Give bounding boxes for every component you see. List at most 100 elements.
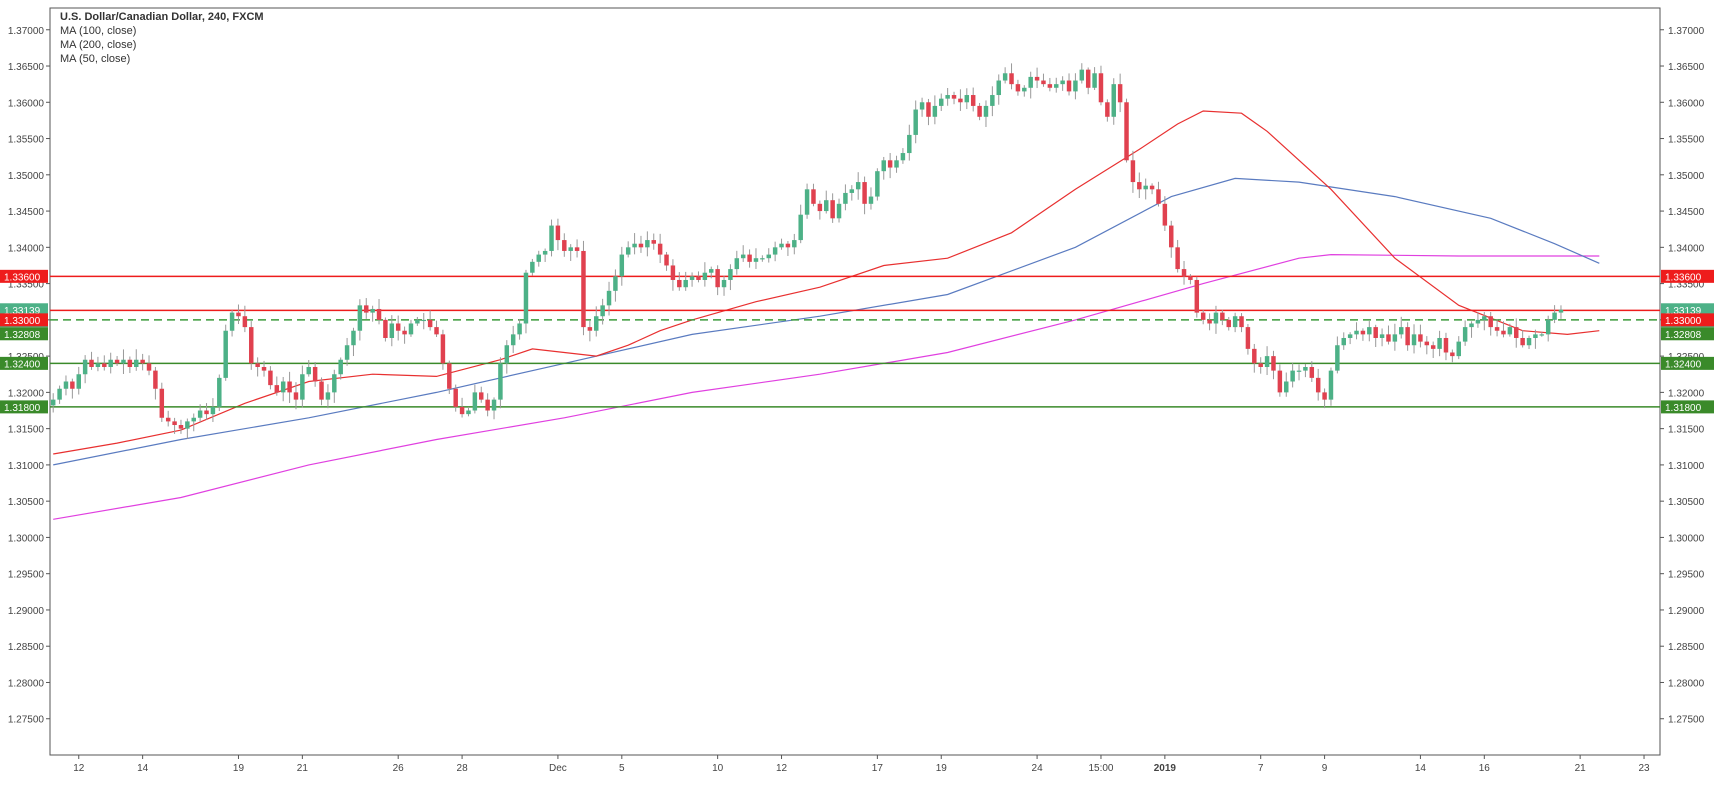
candle bbox=[1252, 343, 1257, 373]
candle-body bbox=[887, 160, 893, 168]
candle-body bbox=[204, 410, 209, 415]
candle-body bbox=[210, 406, 216, 415]
candle bbox=[881, 156, 886, 180]
candle bbox=[1290, 363, 1295, 388]
x-tick-label: 16 bbox=[1479, 763, 1491, 774]
candle-body bbox=[996, 80, 1001, 96]
x-tick-label: Dec bbox=[549, 763, 567, 774]
candle-body bbox=[1539, 334, 1545, 336]
candle-body bbox=[1149, 185, 1155, 190]
y-tick-label-left: 1.28500 bbox=[8, 642, 45, 653]
candle-body bbox=[1450, 352, 1455, 357]
candle-body bbox=[785, 243, 791, 248]
candle-body bbox=[261, 366, 267, 371]
y-tick-label-right: 1.28000 bbox=[1668, 678, 1705, 689]
candle-body bbox=[990, 95, 995, 106]
candle bbox=[951, 91, 957, 105]
candle bbox=[964, 88, 970, 110]
price-tag-box bbox=[1661, 327, 1714, 341]
candle bbox=[82, 355, 88, 384]
y-tick-label-left: 1.28000 bbox=[8, 678, 45, 689]
candle bbox=[811, 183, 816, 207]
candle bbox=[389, 315, 395, 347]
candle-body bbox=[1373, 327, 1378, 338]
x-tick-label: 10 bbox=[712, 763, 724, 774]
candle-body bbox=[913, 109, 918, 135]
candle-body bbox=[1526, 337, 1532, 346]
candle-body bbox=[1296, 370, 1302, 372]
candle bbox=[127, 356, 133, 374]
candle bbox=[932, 95, 938, 125]
candle-body bbox=[325, 392, 331, 400]
candle bbox=[1539, 332, 1545, 337]
candle bbox=[887, 153, 893, 179]
candle bbox=[1482, 311, 1487, 331]
candle bbox=[76, 366, 81, 395]
x-tick-label: 19 bbox=[936, 763, 948, 774]
price-tag-box bbox=[1661, 269, 1714, 283]
candle bbox=[1111, 78, 1116, 125]
candle bbox=[657, 233, 663, 264]
candle bbox=[338, 357, 343, 380]
candle-body bbox=[594, 316, 599, 331]
candle-body bbox=[146, 363, 152, 371]
candle bbox=[517, 318, 522, 340]
candle bbox=[760, 255, 765, 262]
price-tag-label: 1.32808 bbox=[4, 330, 41, 341]
candle bbox=[1418, 324, 1423, 348]
candle bbox=[1322, 388, 1327, 409]
candle bbox=[165, 410, 171, 427]
candle bbox=[370, 305, 375, 322]
y-tick-label-left: 1.36000 bbox=[8, 98, 45, 109]
y-tick-label-right: 1.37000 bbox=[1668, 26, 1705, 37]
candle bbox=[1296, 364, 1302, 381]
candle-body bbox=[1347, 334, 1353, 338]
candle-body bbox=[268, 370, 273, 386]
candle-body bbox=[1175, 247, 1180, 270]
candle-body bbox=[964, 95, 970, 103]
candle-body bbox=[300, 374, 305, 400]
price-tag-label: 1.33139 bbox=[4, 306, 41, 317]
candle-body bbox=[185, 421, 190, 429]
candle-body bbox=[466, 410, 471, 415]
candle-body bbox=[1488, 316, 1493, 328]
candle bbox=[594, 306, 599, 337]
candle-body bbox=[1277, 370, 1283, 393]
candle-body bbox=[728, 269, 733, 280]
candle bbox=[1060, 76, 1065, 91]
candle-body bbox=[1284, 381, 1289, 393]
price-tag-label: 1.33600 bbox=[4, 272, 41, 283]
candle-body bbox=[274, 385, 280, 393]
candle bbox=[1194, 276, 1200, 318]
candle-body bbox=[140, 359, 145, 364]
candle bbox=[977, 102, 982, 121]
candle bbox=[1092, 67, 1097, 90]
candle-body bbox=[1418, 334, 1423, 342]
candle bbox=[364, 298, 369, 319]
candle-body bbox=[389, 323, 395, 338]
candle bbox=[1507, 323, 1513, 337]
candle bbox=[709, 266, 714, 279]
candle bbox=[312, 362, 318, 387]
candle-body bbox=[1443, 337, 1449, 353]
candle bbox=[1009, 63, 1014, 90]
candle-body bbox=[562, 240, 567, 251]
candle-body bbox=[312, 366, 318, 382]
candle-body bbox=[1137, 182, 1142, 190]
candle bbox=[229, 310, 235, 337]
candle-body bbox=[1552, 312, 1557, 320]
candle bbox=[632, 233, 637, 255]
candle-body bbox=[1015, 84, 1021, 92]
candle bbox=[625, 241, 631, 258]
candle bbox=[191, 413, 196, 432]
candle-body bbox=[1379, 334, 1385, 338]
candle-body bbox=[721, 279, 727, 288]
x-tick-label: 17 bbox=[872, 763, 884, 774]
candle bbox=[453, 384, 458, 412]
candle-body bbox=[1558, 309, 1564, 313]
candle-body bbox=[134, 359, 139, 367]
candle bbox=[1245, 324, 1251, 355]
candle bbox=[855, 172, 861, 200]
price-tag-tag-left: 1.33000 bbox=[0, 313, 48, 327]
